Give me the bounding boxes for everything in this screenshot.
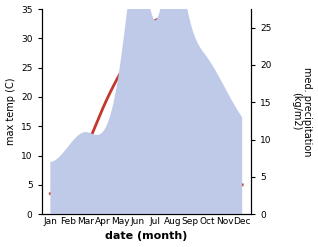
X-axis label: date (month): date (month) [105, 231, 187, 242]
Y-axis label: max temp (C): max temp (C) [5, 78, 16, 145]
Y-axis label: med. precipitation
(kg/m2): med. precipitation (kg/m2) [291, 67, 313, 156]
